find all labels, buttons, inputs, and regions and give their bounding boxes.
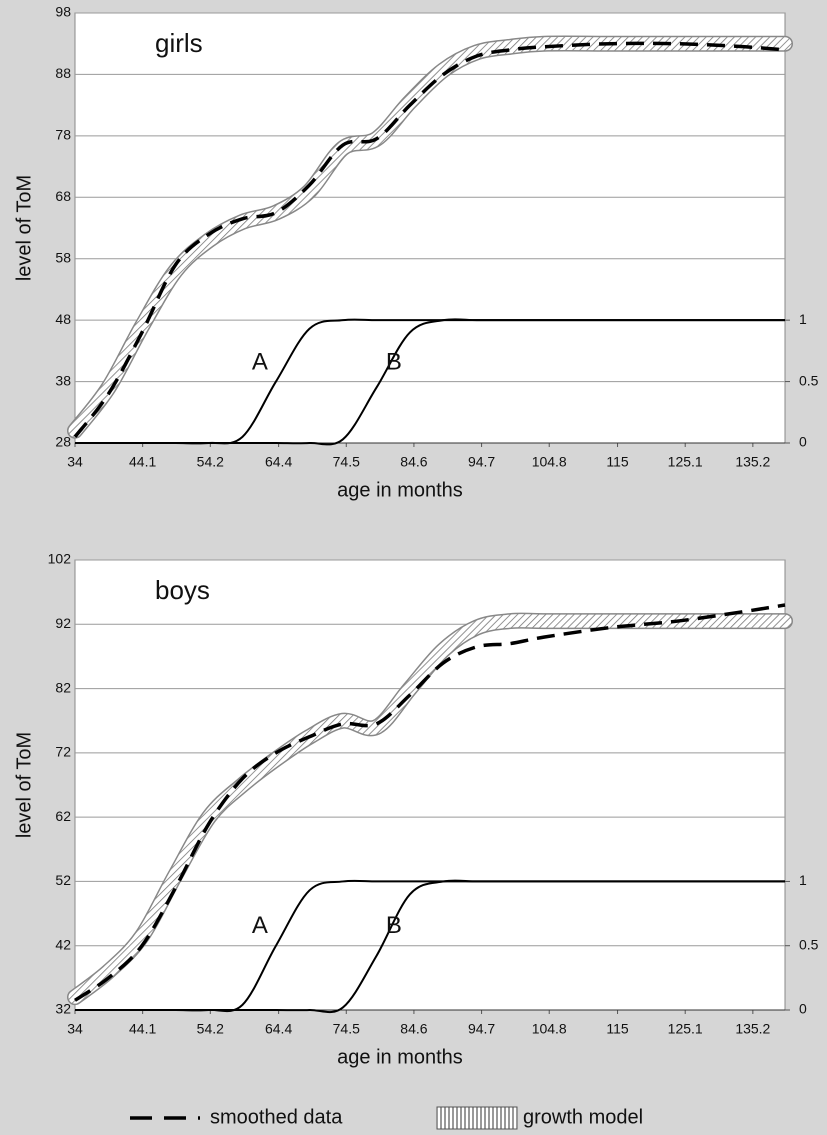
y-tick-label: 58 bbox=[55, 249, 71, 265]
x-tick-label: 34 bbox=[67, 454, 83, 470]
y-tick-label: 48 bbox=[55, 311, 71, 327]
y-tick-label: 82 bbox=[55, 679, 71, 695]
curve-label: B bbox=[386, 912, 402, 939]
x-tick-label: 44.1 bbox=[129, 1021, 156, 1037]
y2-tick-label: 0.5 bbox=[799, 936, 819, 952]
plot-area bbox=[74, 559, 786, 1011]
legend-label: smoothed data bbox=[210, 1106, 343, 1128]
legend-label: growth model bbox=[523, 1106, 643, 1128]
x-tick-label: 94.7 bbox=[468, 1021, 495, 1037]
x-axis-label: age in months bbox=[337, 479, 463, 501]
x-tick-label: 64.4 bbox=[265, 454, 292, 470]
curve-label: A bbox=[252, 912, 268, 939]
y-tick-label: 88 bbox=[55, 65, 71, 81]
y2-tick-label: 0.5 bbox=[799, 372, 819, 388]
x-tick-label: 135.2 bbox=[735, 454, 770, 470]
y-tick-label: 42 bbox=[55, 936, 71, 952]
x-tick-label: 135.2 bbox=[735, 1021, 770, 1037]
y2-tick-label: 0 bbox=[799, 1001, 807, 1017]
x-tick-label: 64.4 bbox=[265, 1021, 292, 1037]
y2-tick-label: 1 bbox=[799, 311, 807, 327]
y-tick-label: 92 bbox=[55, 615, 71, 631]
legend-swatch bbox=[436, 1106, 518, 1130]
x-tick-label: 84.6 bbox=[400, 1021, 427, 1037]
chart-title: boys bbox=[155, 575, 210, 605]
y-tick-label: 78 bbox=[55, 127, 71, 143]
chart-title: girls bbox=[155, 28, 203, 58]
x-tick-label: 54.2 bbox=[197, 454, 224, 470]
y-tick-label: 28 bbox=[55, 434, 71, 450]
x-tick-label: 44.1 bbox=[129, 454, 156, 470]
y-tick-label: 102 bbox=[48, 551, 72, 567]
y-tick-label: 52 bbox=[55, 872, 71, 888]
y-axis-label: level of ToM bbox=[13, 175, 35, 281]
x-tick-label: 104.8 bbox=[532, 454, 567, 470]
x-tick-label: 115 bbox=[606, 1021, 629, 1037]
x-tick-label: 54.2 bbox=[197, 1021, 224, 1037]
y-axis-label: level of ToM bbox=[13, 732, 35, 838]
curve bbox=[75, 318, 785, 446]
smoothed-line bbox=[73, 41, 786, 438]
y-tick-label: 98 bbox=[55, 4, 71, 20]
y-tick-label: 38 bbox=[55, 372, 71, 388]
curve-label: A bbox=[252, 348, 268, 375]
y2-tick-label: 0 bbox=[799, 434, 807, 450]
x-tick-label: 125.1 bbox=[668, 1021, 703, 1037]
growth-band bbox=[68, 614, 792, 1004]
curve-label: B bbox=[386, 348, 402, 375]
x-tick-label: 94.7 bbox=[468, 454, 495, 470]
x-tick-label: 115 bbox=[606, 454, 629, 470]
x-tick-label: 34 bbox=[67, 1021, 83, 1037]
y-tick-label: 68 bbox=[55, 188, 71, 204]
x-tick-label: 74.5 bbox=[333, 454, 360, 470]
y-tick-label: 72 bbox=[55, 744, 71, 760]
x-tick-label: 84.6 bbox=[400, 454, 427, 470]
x-tick-label: 74.5 bbox=[333, 1021, 360, 1037]
x-tick-label: 125.1 bbox=[668, 454, 703, 470]
x-tick-label: 104.8 bbox=[532, 1021, 567, 1037]
y-tick-label: 62 bbox=[55, 808, 71, 824]
curve bbox=[75, 879, 785, 1014]
y2-tick-label: 1 bbox=[799, 872, 807, 888]
y-tick-label: 32 bbox=[55, 1001, 71, 1017]
x-axis-label: age in months bbox=[337, 1046, 463, 1068]
